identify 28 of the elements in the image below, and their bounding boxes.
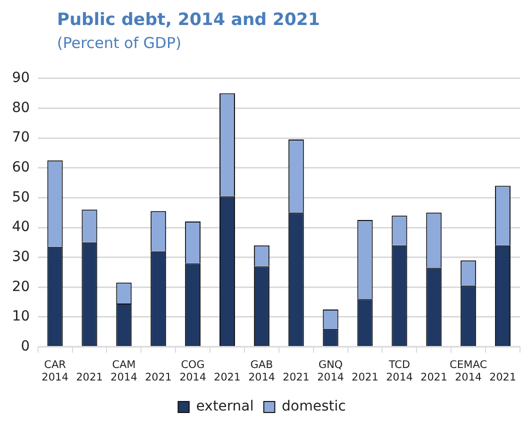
y-tick-label: 30 [12, 248, 30, 265]
y-tick-label: 20 [12, 278, 30, 295]
legend-label: domestic [282, 398, 346, 415]
legend-label: external [196, 398, 254, 415]
y-tick-label: 10 [12, 308, 30, 325]
y-tick-label: 0 [20, 338, 30, 354]
x-tick-label: 2021 [144, 371, 172, 384]
x-tick-label: 2021 [352, 371, 378, 384]
y-tick-label: 90 [12, 70, 30, 86]
x-tick-label: CAM 2014 [110, 358, 138, 384]
y-tick-label: 60 [12, 160, 30, 176]
x-tick-label: 2021 [420, 371, 448, 384]
x-tick-label: 2021 [489, 371, 516, 384]
x-tick-label: 2021 [214, 371, 241, 384]
x-tick-label: 2021 [76, 371, 103, 384]
chart-subtitle: (Percent of GDP) [57, 34, 182, 52]
chart-title: Public debt, 2014 and 2021 [57, 10, 320, 30]
y-tick-label: 70 [12, 130, 30, 146]
y-tick-label: 80 [12, 100, 30, 116]
x-tick-label: CAR 2014 [42, 358, 69, 384]
x-tick-label: TCD 2014 [386, 358, 414, 384]
y-tick-label: 50 [12, 189, 30, 206]
x-tick-label: 2021 [282, 371, 310, 384]
x-tick-label: CEMAC 2014 [450, 358, 488, 384]
x-tick-label: GAB 2014 [248, 358, 276, 384]
y-tick-label: 40 [12, 219, 30, 236]
x-tick-label: GNQ 2014 [317, 358, 344, 384]
x-tick-label: COG 2014 [179, 358, 206, 384]
